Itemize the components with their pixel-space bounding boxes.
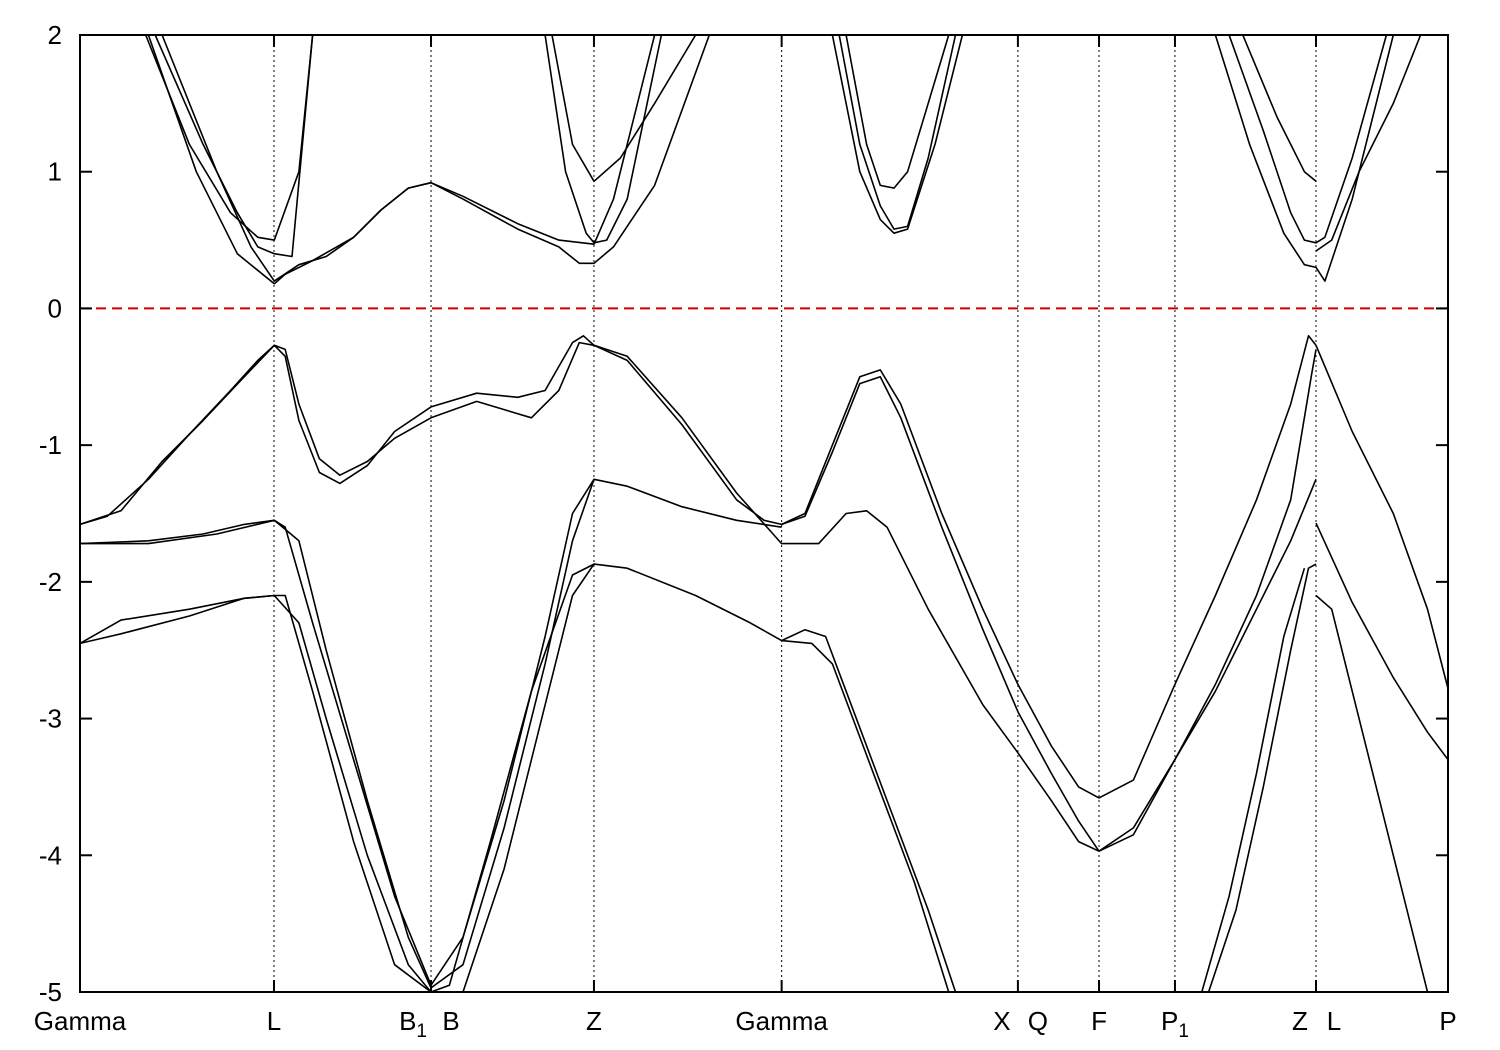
x-tick-label: B1 — [399, 1006, 427, 1042]
x-tick-label: B — [442, 1006, 459, 1036]
y-tick-label: 0 — [48, 293, 62, 323]
band-line — [1214, 35, 1395, 282]
band-line — [80, 334, 1317, 853]
x-tick-label: P1 — [1161, 1006, 1189, 1042]
band-line — [1315, 344, 1448, 689]
band-line — [1201, 567, 1306, 992]
x-tick-label: L — [1327, 1006, 1341, 1036]
band-line — [551, 35, 697, 183]
x-tick-label: Q — [1028, 1006, 1048, 1036]
plot-frame — [79, 34, 1449, 993]
y-tick-label: 1 — [48, 157, 62, 187]
y-tick-label: -3 — [39, 704, 62, 734]
x-tick-label: P — [1439, 1006, 1456, 1036]
band-line — [80, 563, 595, 992]
x-tick-label: Z — [1292, 1006, 1308, 1036]
band-line — [845, 35, 950, 189]
band-line — [1315, 35, 1422, 252]
x-ticks: Gamma L B1 B Z Gamma X Q F P1 Z L P — [34, 35, 1457, 1042]
y-tick-label: -4 — [39, 840, 62, 870]
band-line — [781, 349, 1317, 853]
band-line — [154, 35, 314, 258]
y-tick-label: -5 — [39, 977, 62, 1007]
band-line — [831, 35, 964, 234]
band-line — [1315, 594, 1429, 992]
x-tick-label: X — [993, 1006, 1010, 1036]
x-tick-label: Z — [586, 1006, 602, 1036]
band-line — [781, 628, 957, 992]
band-line — [1242, 35, 1317, 182]
x-tick-label: Gamma — [735, 1006, 828, 1036]
y-tick-label: -2 — [39, 567, 62, 597]
band-line — [838, 35, 957, 230]
y-ticks: 2 1 0 -1 -2 -3 -4 -5 — [39, 20, 1448, 1007]
band-line — [593, 334, 1317, 799]
x-tick-label: Gamma — [34, 1006, 127, 1036]
x-tick-label: L — [267, 1006, 281, 1036]
y-tick-label: -1 — [39, 430, 62, 460]
band-line — [1228, 35, 1388, 244]
band-line — [147, 35, 711, 285]
band-line — [144, 35, 314, 241]
y-tick-label: 2 — [48, 20, 62, 50]
band-line — [781, 639, 950, 992]
band-line — [1315, 522, 1448, 761]
x-tick-label: F — [1091, 1006, 1107, 1036]
band-line — [544, 35, 663, 244]
band-line — [80, 479, 595, 989]
band-line — [1207, 563, 1317, 992]
